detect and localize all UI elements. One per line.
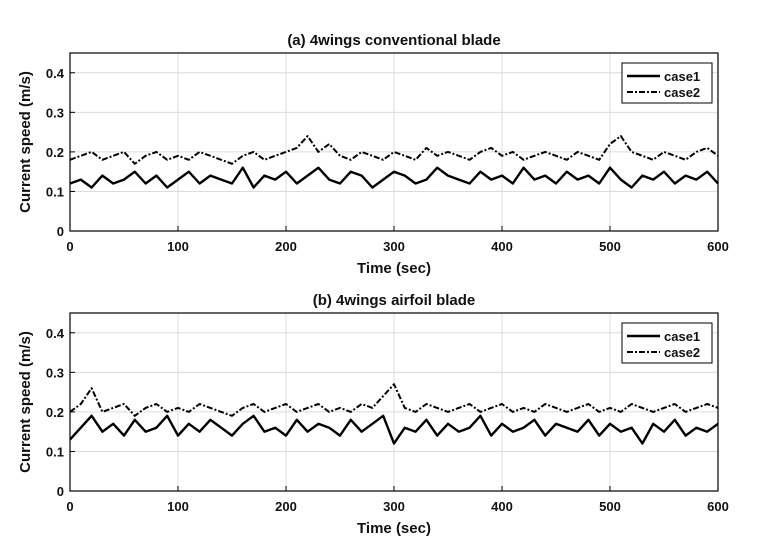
y-axis-label: Current speed (m/s) — [17, 331, 34, 473]
x-tick-label: 400 — [491, 239, 513, 254]
y-tick-label: 0.4 — [46, 326, 65, 341]
x-tick-label: 400 — [491, 499, 513, 514]
legend-label-case2: case2 — [664, 85, 700, 100]
legend-label-case1: case1 — [664, 329, 700, 344]
y-tick-label: 0.2 — [46, 145, 64, 160]
y-tick-label: 0.2 — [46, 405, 64, 420]
x-tick-label: 100 — [167, 239, 189, 254]
y-axis-label: Current speed (m/s) — [17, 71, 34, 213]
y-tick-label: 0.4 — [46, 66, 65, 81]
x-tick-label: 0 — [66, 239, 73, 254]
x-tick-label: 500 — [599, 239, 621, 254]
x-tick-label: 100 — [167, 499, 189, 514]
x-tick-label: 0 — [66, 499, 73, 514]
chart-panel-0: 0 100 200 300 400 500 600 0 0.1 0.2 0.3 0.4 (a) 4win… — [17, 32, 729, 277]
x-tick-label: 500 — [599, 499, 621, 514]
x-tick-label: 300 — [383, 239, 405, 254]
chart-title: (b) 4wings airfoil blade — [313, 292, 476, 309]
chart-panel-1: 0 100 200 300 400 500 600 0 0.1 0.2 0.3 0.4 (b) 4win… — [17, 292, 729, 537]
chart-title: (a) 4wings conventional blade — [287, 32, 500, 49]
legend-box — [621, 62, 713, 104]
x-axis-label: Time (sec) — [357, 520, 431, 537]
x-tick-label: 200 — [275, 239, 297, 254]
x-tick-label: 300 — [383, 499, 405, 514]
legend-box — [621, 322, 713, 364]
x-tick-label: 600 — [707, 239, 729, 254]
y-tick-label: 0.3 — [46, 365, 64, 380]
legend-label-case2: case2 — [664, 345, 700, 360]
series-line-case1 — [69, 414, 719, 445]
x-tick-label: 200 — [275, 499, 297, 514]
y-tick-label: 0.1 — [46, 184, 64, 199]
series-line-case1 — [69, 166, 719, 189]
y-tick-label: 0.3 — [46, 105, 64, 120]
series-line-case2 — [69, 383, 719, 417]
x-axis-label: Time (sec) — [357, 260, 431, 277]
y-tick-label: 0 — [57, 224, 64, 239]
y-tick-label: 0 — [57, 484, 64, 499]
series-line-case2 — [69, 135, 719, 165]
x-tick-label: 600 — [707, 499, 729, 514]
y-tick-label: 0.1 — [46, 444, 64, 459]
legend-label-case1: case1 — [664, 69, 700, 84]
